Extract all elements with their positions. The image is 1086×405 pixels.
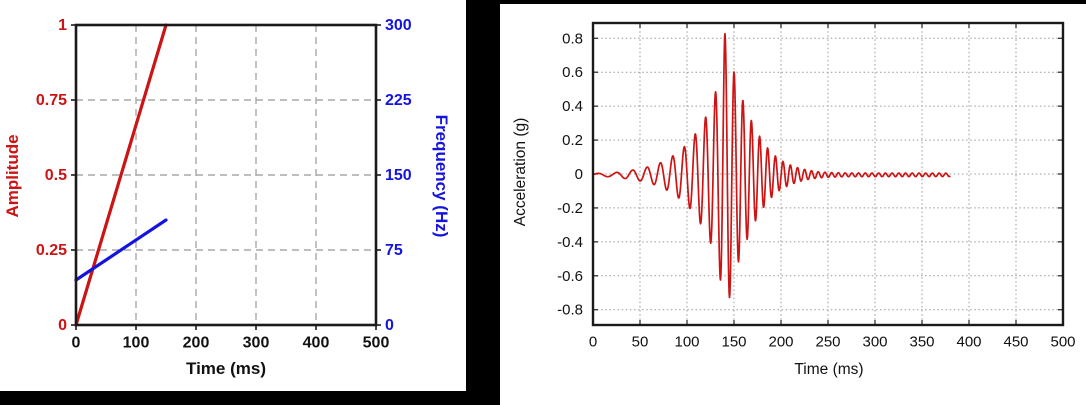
left-chart-y-right-tick-label: 225 bbox=[385, 92, 412, 109]
right-chart-y-tick-label: 0 bbox=[575, 166, 583, 183]
left-chart-y-right-tick-label: 75 bbox=[385, 242, 403, 259]
left-chart-x-tick-label: 400 bbox=[303, 334, 330, 351]
left-chart-gridlines bbox=[76, 25, 376, 325]
right-chart-x-tick-label: 250 bbox=[815, 333, 840, 350]
right-chart-x-tick-label: 150 bbox=[721, 333, 746, 350]
right-chart-y-tick-label: -0.6 bbox=[557, 268, 583, 285]
acceleration-burst-line bbox=[592, 32, 951, 299]
left-chart-series bbox=[74, 23, 168, 327]
right-chart-y-tick-label: 0.4 bbox=[562, 98, 583, 115]
left-chart-y-left-tick-label: 0.75 bbox=[36, 92, 67, 109]
acceleration-waveform-chart: 0 50 100 150 200 250 300 350 400 450 500 0.8 0.6 0.4 0… bbox=[557, 21, 1076, 350]
left-chart-y-left-axis-title: Amplitude bbox=[3, 134, 22, 218]
right-chart-x-tick-label: 400 bbox=[956, 333, 981, 350]
right-chart-y-tick-label: -0.8 bbox=[557, 302, 583, 319]
left-chart-x-tick-label: 300 bbox=[243, 334, 270, 351]
right-chart-gridlines bbox=[593, 23, 1063, 325]
right-chart-x-axis-title: Time (ms) bbox=[794, 361, 864, 378]
right-chart-x-tick-label: 350 bbox=[909, 333, 934, 350]
right-chart-y-tick-label: 0.8 bbox=[562, 30, 583, 47]
right-chart-x-tick-label: 300 bbox=[862, 333, 887, 350]
left-chart-y-left-tick-label: 0.5 bbox=[45, 167, 67, 184]
right-chart-x-tick-label: 100 bbox=[674, 333, 699, 350]
left-chart-y-right-tick-label: 300 bbox=[385, 17, 412, 34]
right-chart-x-tick-label: 500 bbox=[1050, 333, 1075, 350]
black-top-right-bar bbox=[500, 0, 1086, 4]
left-chart-tick-marks bbox=[71, 24, 381, 330]
right-chart-y-tick-label: -0.2 bbox=[557, 200, 583, 217]
amplitude-frequency-chart: 0 100 200 300 400 50000.250.50.75107515022530… bbox=[36, 17, 412, 351]
left-chart-x-tick-label: 500 bbox=[363, 334, 390, 351]
black-bottom-left-bar bbox=[0, 391, 500, 405]
left-chart-x-tick-label: 200 bbox=[183, 334, 210, 351]
left-chart-y-left-tick-label: 1 bbox=[58, 17, 67, 34]
black-divider-bar bbox=[466, 0, 500, 405]
left-chart-x-tick-label: 100 bbox=[123, 334, 150, 351]
right-chart-y-tick-label: 0.2 bbox=[562, 132, 583, 149]
right-chart-x-tick-label: 450 bbox=[1003, 333, 1028, 350]
left-chart-x-axis-title: Time (ms) bbox=[186, 359, 266, 378]
right-chart-y-tick-label: -0.4 bbox=[557, 234, 583, 251]
amplitude-ramp-line bbox=[74, 23, 168, 327]
right-chart-plot-frame bbox=[591, 21, 1065, 327]
left-chart-y-right-axis-title: Frequency (Hz) bbox=[432, 114, 451, 238]
left-chart-y-left-tick-label: 0.25 bbox=[36, 242, 67, 259]
right-chart-x-tick-label: 50 bbox=[632, 333, 649, 350]
frequency-sweep-line bbox=[74, 218, 168, 282]
left-chart-y-right-tick-label: 150 bbox=[385, 167, 412, 184]
left-chart-y-right-tick-label: 0 bbox=[385, 317, 394, 334]
right-chart-y-axis-title: Acceleration (g) bbox=[512, 117, 529, 227]
left-chart-x-tick-label: 0 bbox=[72, 334, 81, 351]
right-chart-y-tick-label: 0.6 bbox=[562, 64, 583, 81]
right-chart-x-tick-label: 200 bbox=[768, 333, 793, 350]
left-chart-y-left-tick-label: 0 bbox=[58, 317, 67, 334]
left-chart-plot-frame bbox=[74, 23, 378, 327]
right-chart-x-tick-label: 0 bbox=[589, 333, 597, 350]
